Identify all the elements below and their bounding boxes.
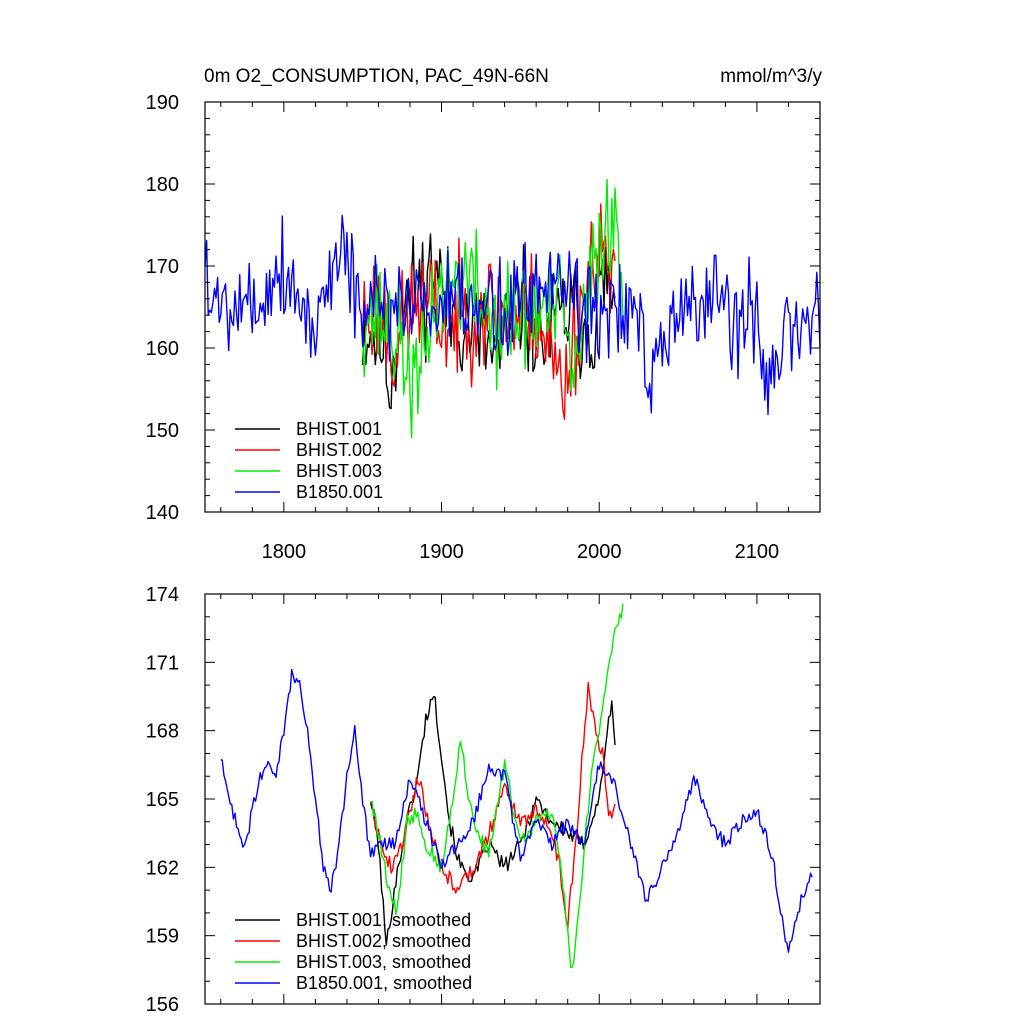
- chart-units: mmol/m^3/y: [720, 66, 822, 87]
- y-tick-label: 160: [146, 338, 179, 360]
- x-tick-label: 1900: [419, 541, 464, 563]
- y-tick-label: 170: [146, 256, 179, 278]
- series-line-bhist-001-smoothed: [369, 695, 616, 946]
- series-line-b1850-001: [204, 214, 821, 416]
- y-tick-label: 159: [146, 926, 179, 948]
- y-tick-label: 150: [146, 420, 179, 442]
- bottom-panel: 156 159 162 165 168 171 174 BHIST.001, smoothe…: [146, 584, 821, 1016]
- bottom-series-group: [220, 603, 813, 969]
- y-tick-label: 174: [146, 584, 179, 606]
- x-tick-label: 2000: [577, 541, 622, 563]
- legend-label: BHIST.003, smoothed: [296, 952, 471, 972]
- series-line-b1850-001-smoothed: [220, 668, 813, 953]
- x-tick-label: 1800: [262, 541, 307, 563]
- top-series-group: [204, 178, 821, 439]
- legend-label: BHIST.003: [296, 461, 382, 481]
- top-panel: 0m O2_CONSUMPTION, PAC_49N-66N mmol/m^3/…: [146, 66, 823, 563]
- legend-label: B1850.001: [296, 482, 383, 502]
- x-tick-label: 2100: [735, 541, 780, 563]
- bottom-axes: 156 159 162 165 168 171 174: [146, 584, 821, 1016]
- y-tick-label: 140: [146, 502, 179, 524]
- series-line-bhist-002-smoothed: [370, 681, 616, 930]
- legend-label: BHIST.002: [296, 440, 382, 460]
- y-tick-label: 171: [146, 652, 179, 674]
- top-plot-frame: [204, 101, 821, 513]
- legend-label: BHIST.001: [296, 419, 382, 439]
- y-tick-label: 190: [146, 92, 179, 114]
- legend-label: BHIST.001, smoothed: [296, 910, 471, 930]
- y-tick-label: 165: [146, 789, 179, 811]
- y-tick-label: 162: [146, 857, 179, 879]
- top-axes: 140 150 160 170 180 190 1800 1900 2000 2100: [146, 92, 821, 563]
- series-line-bhist-003-smoothed: [370, 603, 624, 969]
- y-tick-label: 156: [146, 994, 179, 1016]
- y-tick-label: 180: [146, 174, 179, 196]
- y-tick-label: 168: [146, 721, 179, 743]
- legend-label: B1850.001, smoothed: [296, 973, 472, 993]
- legend-label: BHIST.002, smoothed: [296, 931, 471, 951]
- chart-title: 0m O2_CONSUMPTION, PAC_49N-66N: [204, 66, 549, 87]
